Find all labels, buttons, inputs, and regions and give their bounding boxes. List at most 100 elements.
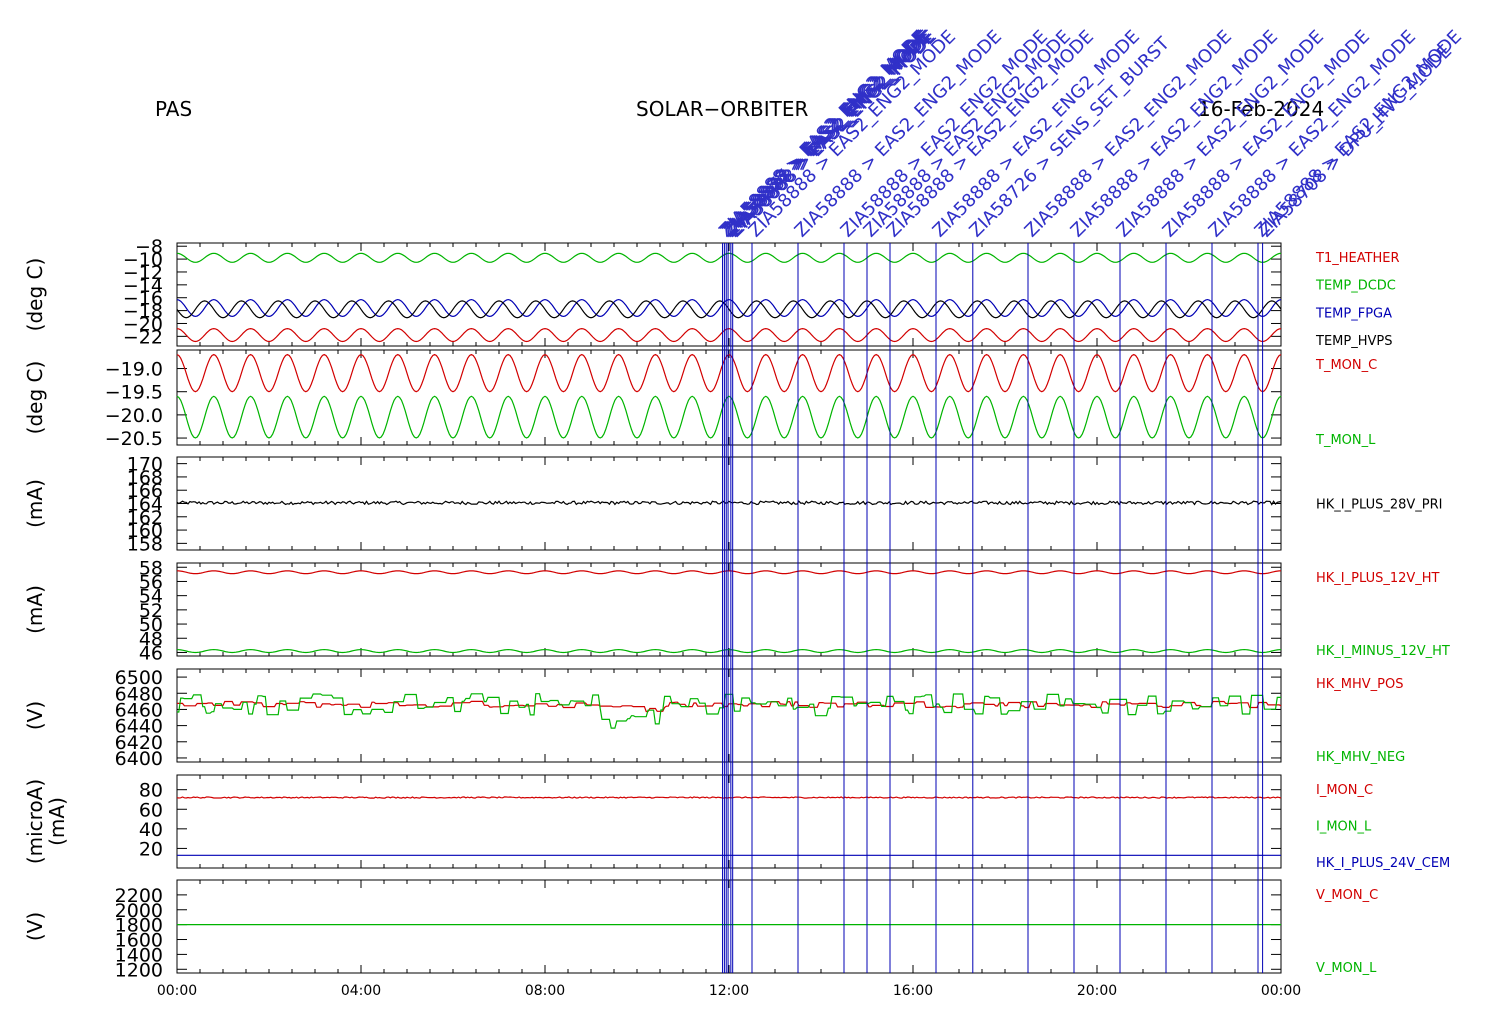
legend-label: HK_I_PLUS_12V_HT — [1316, 571, 1440, 586]
x-tick-label: 04:00 — [341, 983, 381, 999]
y-tick-label: 56 — [139, 571, 163, 593]
y-tick-label: 46 — [139, 642, 163, 664]
series-line-t-mon-l — [176, 395, 1282, 439]
event-label: ZIA58888 > EAS2_ENG2_MODE — [837, 26, 1052, 241]
y-tick-label: 1800 — [115, 915, 163, 937]
y-axis-label: (deg C) — [23, 361, 47, 435]
y-tick-label: 158 — [127, 533, 163, 555]
y-axis-label: (V) — [23, 912, 47, 941]
panel-1: −8−10−12−14−16−18−20−22 (deg C) T1_HEATHER… — [23, 236, 1400, 349]
panel-frame — [176, 668, 1282, 763]
y-tick-label: 6440 — [115, 716, 163, 738]
y-axis-label: (microA) — [23, 779, 47, 864]
y-tick-label: 48 — [139, 628, 163, 650]
x-tick-label: 08:00 — [525, 983, 565, 999]
legend-label: HK_I_PLUS_28V_PRI — [1316, 498, 1442, 513]
y-tick-label: −20 — [123, 313, 163, 335]
y-tick-label: 170 — [127, 454, 163, 476]
legend-label: I_MON_L — [1316, 820, 1372, 835]
legend-label: HK_I_MINUS_12V_HT — [1316, 644, 1450, 659]
y-tick-label: 2200 — [115, 885, 163, 907]
y-tick-label: 6420 — [115, 732, 163, 754]
y-tick-label: 6480 — [115, 683, 163, 705]
y-axis-label: (mA) — [23, 585, 47, 634]
panel-frame — [176, 774, 1282, 869]
y-tick-label: −22 — [123, 326, 163, 348]
y-axis-label: (V) — [23, 701, 47, 730]
legend-label: T1_HEATHER — [1315, 251, 1400, 266]
y-tick-label: 1600 — [115, 930, 163, 952]
legend-label: V_MON_L — [1316, 961, 1377, 976]
series-line-temp-hvps — [176, 300, 1282, 319]
x-tick-label: 00:00 — [157, 983, 197, 999]
panel-frame — [176, 562, 1282, 657]
y-axis-label: (deg C) — [23, 258, 47, 332]
x-tick-label: 12:00 — [709, 983, 749, 999]
x-tick-label: 00:00 — [1261, 983, 1301, 999]
series-line-hk-mhv-neg — [177, 693, 1281, 729]
series-line-hk-i-minus-12v-ht — [176, 648, 1282, 654]
legend-label: HK_I_PLUS_24V_CEM — [1316, 856, 1450, 871]
y-tick-label: 168 — [127, 467, 163, 489]
y-tick-label: 60 — [139, 799, 163, 821]
y-tick-label: −16 — [123, 288, 163, 310]
y-tick-label: 6500 — [115, 667, 163, 689]
y-tick-label: 80 — [139, 780, 163, 802]
legend-label: TEMP_HVPS — [1315, 334, 1392, 349]
series-line-hk-i-plus-12v-ht — [176, 570, 1282, 575]
series-line-hk-i-plus-28v-pri — [176, 500, 1282, 506]
y-tick-label: −20.0 — [105, 405, 163, 427]
y-tick-label: 6400 — [115, 748, 163, 770]
mission-label: SOLAR−ORBITER — [636, 97, 809, 121]
x-tick-label: 20:00 — [1077, 983, 1117, 999]
series-line-temp-fpga — [176, 298, 1282, 318]
legend-label: TEMP_FPGA — [1315, 306, 1392, 321]
y-tick-label: −10 — [123, 249, 163, 271]
y-axis-label-2: (mA) — [45, 797, 69, 846]
y-tick-label: 40 — [139, 819, 163, 841]
date-label: 16-Feb-2024 — [1198, 97, 1325, 121]
y-tick-label: 20 — [139, 838, 163, 860]
x-tick-label: 16:00 — [893, 983, 933, 999]
y-tick-label: 1400 — [115, 944, 163, 966]
y-tick-label: −20.5 — [105, 428, 163, 450]
y-tick-label: 54 — [139, 586, 163, 608]
series-line-temp-dcdc — [176, 252, 1282, 263]
series-line-i-mon-c — [176, 796, 1282, 799]
y-tick-label: 58 — [139, 557, 163, 579]
y-tick-label: −12 — [123, 262, 163, 284]
y-tick-label: −19.0 — [105, 359, 163, 381]
y-tick-label: −19.5 — [105, 382, 163, 404]
legend-label: HK_MHV_POS — [1316, 677, 1404, 692]
y-tick-label: 166 — [127, 480, 163, 502]
panel-frame — [176, 349, 1282, 446]
legend-label: T_MON_C — [1315, 358, 1377, 373]
panel-2: −19.0−19.5−20.0−20.5 (deg C) T_MON_C T_MON_… — [23, 349, 1377, 450]
y-axis-label: (mA) — [23, 479, 47, 528]
y-tick-label: −8 — [135, 236, 163, 258]
y-tick-label: −18 — [123, 301, 163, 323]
panel-frame — [176, 879, 1282, 974]
y-tick-label: 52 — [139, 600, 163, 622]
y-tick-label: 162 — [127, 507, 163, 529]
y-tick-label: 164 — [127, 494, 163, 516]
y-tick-label: 50 — [139, 614, 163, 636]
instrument-label: PAS — [155, 97, 193, 121]
y-tick-label: −14 — [123, 275, 163, 297]
series-line-t1-heather — [176, 327, 1282, 343]
legend-label: T_MON_L — [1315, 433, 1376, 448]
panel-frame — [176, 242, 1282, 347]
y-tick-label: 6460 — [115, 699, 163, 721]
legend-label: TEMP_DCDC — [1315, 279, 1396, 294]
legend-label: HK_MHV_NEG — [1316, 750, 1405, 765]
y-tick-label: 2000 — [115, 900, 163, 922]
y-tick-label: 1200 — [115, 959, 163, 981]
legend-label: V_MON_C — [1316, 888, 1378, 903]
series-line-t-mon-c — [176, 353, 1282, 393]
